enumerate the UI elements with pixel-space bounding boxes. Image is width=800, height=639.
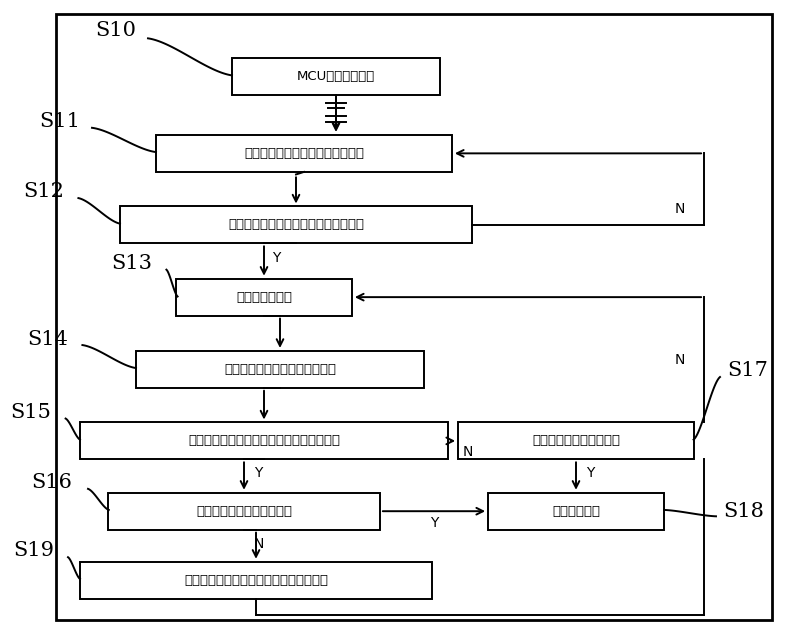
Text: MCU初始化各数值: MCU初始化各数值 — [297, 70, 375, 83]
Bar — [488, 493, 664, 530]
Text: S15: S15 — [10, 403, 51, 422]
Text: 判断自激计数器是否有计数: 判断自激计数器是否有计数 — [196, 505, 292, 518]
Text: 检测上行输入信号和输出功率数值: 检测上行输入信号和输出功率数值 — [244, 147, 364, 160]
Text: S12: S12 — [23, 182, 65, 201]
Bar — [120, 206, 472, 243]
Bar — [56, 14, 772, 620]
Text: 再次检测修正后的上行输出功率: 再次检测修正后的上行输出功率 — [224, 363, 336, 376]
Text: 恢复原来数控衰减量并修正自激门限数值: 恢复原来数控衰减量并修正自激门限数值 — [184, 574, 328, 587]
Text: 上行输出功率变化量是否与数控衰减量一致: 上行输出功率变化量是否与数控衰减量一致 — [188, 435, 340, 447]
Bar — [136, 351, 424, 388]
Text: S19: S19 — [13, 541, 54, 560]
Text: S13: S13 — [111, 254, 153, 273]
Bar — [80, 422, 448, 459]
Text: 上行输出功率超过预设的自激门限数值: 上行输出功率超过预设的自激门限数值 — [228, 219, 364, 231]
Text: Y: Y — [586, 466, 594, 481]
Bar — [458, 422, 694, 459]
Text: Y: Y — [254, 466, 262, 481]
Text: N: N — [675, 202, 685, 216]
Text: Y: Y — [430, 516, 438, 530]
Text: S17: S17 — [727, 361, 769, 380]
Text: N: N — [254, 537, 263, 551]
Bar — [176, 279, 352, 316]
Text: 增加数控衰减量: 增加数控衰减量 — [236, 291, 292, 304]
Text: N: N — [463, 445, 473, 459]
Text: S18: S18 — [723, 502, 765, 521]
Text: S16: S16 — [31, 473, 73, 492]
Text: 自激计数器超过预设数值: 自激计数器超过预设数值 — [532, 435, 620, 447]
Text: S11: S11 — [39, 112, 81, 131]
Text: N: N — [675, 353, 685, 367]
Bar — [232, 58, 440, 95]
Text: S10: S10 — [95, 21, 137, 40]
Bar — [80, 562, 432, 599]
Bar — [108, 493, 380, 530]
Bar — [156, 135, 452, 172]
Text: S14: S14 — [27, 330, 69, 350]
Text: 确认发生自激: 确认发生自激 — [552, 505, 600, 518]
Text: Y: Y — [272, 250, 280, 265]
